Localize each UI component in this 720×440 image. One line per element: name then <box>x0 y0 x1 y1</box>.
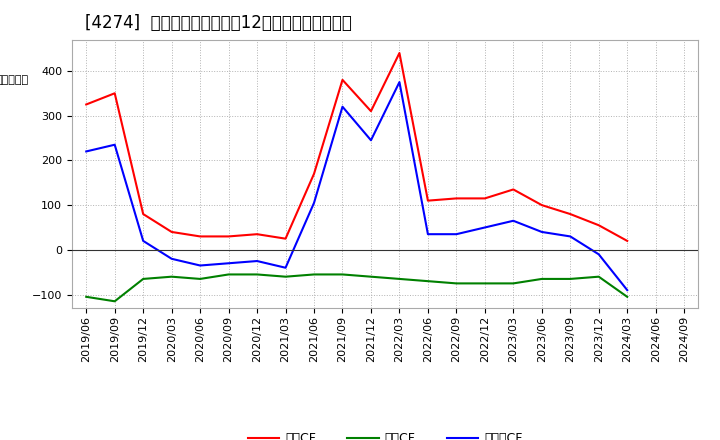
投賀CF <box>480 281 489 286</box>
フリーCF <box>537 229 546 235</box>
投賀CF <box>225 272 233 277</box>
Y-axis label: （百万円）: （百万円） <box>0 75 28 85</box>
投賀CF <box>338 272 347 277</box>
投賀CF <box>566 276 575 282</box>
フリーCF <box>253 258 261 264</box>
フリーCF <box>110 142 119 147</box>
営業CF <box>253 231 261 237</box>
投賀CF <box>509 281 518 286</box>
フリーCF <box>623 287 631 293</box>
営業CF <box>566 211 575 216</box>
フリーCF <box>509 218 518 224</box>
投賀CF <box>452 281 461 286</box>
営業CF <box>338 77 347 82</box>
営業CF <box>423 198 432 203</box>
営業CF <box>139 211 148 216</box>
Line: フリーCF: フリーCF <box>86 82 627 290</box>
投賀CF <box>82 294 91 300</box>
Legend: 営業CF, 投賀CF, フリーCF: 営業CF, 投賀CF, フリーCF <box>243 427 528 440</box>
営業CF <box>167 229 176 235</box>
Text: [4274]  キャッシュフローの12か月移動合計の推移: [4274] キャッシュフローの12か月移動合計の推移 <box>84 15 351 33</box>
営業CF <box>110 91 119 96</box>
営業CF <box>595 223 603 228</box>
投賀CF <box>537 276 546 282</box>
投賀CF <box>395 276 404 282</box>
フリーCF <box>566 234 575 239</box>
フリーCF <box>395 80 404 85</box>
フリーCF <box>338 104 347 109</box>
フリーCF <box>423 231 432 237</box>
フリーCF <box>139 238 148 244</box>
Line: 営業CF: 営業CF <box>86 53 627 241</box>
投賀CF <box>196 276 204 282</box>
フリーCF <box>452 231 461 237</box>
投賀CF <box>366 274 375 279</box>
投賀CF <box>167 274 176 279</box>
フリーCF <box>225 260 233 266</box>
フリーCF <box>82 149 91 154</box>
投賀CF <box>423 279 432 284</box>
フリーCF <box>310 200 318 205</box>
投賀CF <box>623 294 631 300</box>
投賀CF <box>310 272 318 277</box>
フリーCF <box>366 138 375 143</box>
営業CF <box>509 187 518 192</box>
投賀CF <box>282 274 290 279</box>
営業CF <box>225 234 233 239</box>
フリーCF <box>480 225 489 230</box>
投賀CF <box>253 272 261 277</box>
営業CF <box>310 171 318 176</box>
営業CF <box>480 196 489 201</box>
Line: 投賀CF: 投賀CF <box>86 275 627 301</box>
営業CF <box>452 196 461 201</box>
営業CF <box>366 109 375 114</box>
投賀CF <box>139 276 148 282</box>
営業CF <box>395 50 404 55</box>
フリーCF <box>196 263 204 268</box>
フリーCF <box>167 256 176 261</box>
営業CF <box>623 238 631 244</box>
営業CF <box>196 234 204 239</box>
投賀CF <box>595 274 603 279</box>
フリーCF <box>595 252 603 257</box>
フリーCF <box>282 265 290 270</box>
投賀CF <box>110 299 119 304</box>
営業CF <box>282 236 290 241</box>
営業CF <box>82 102 91 107</box>
営業CF <box>537 202 546 208</box>
